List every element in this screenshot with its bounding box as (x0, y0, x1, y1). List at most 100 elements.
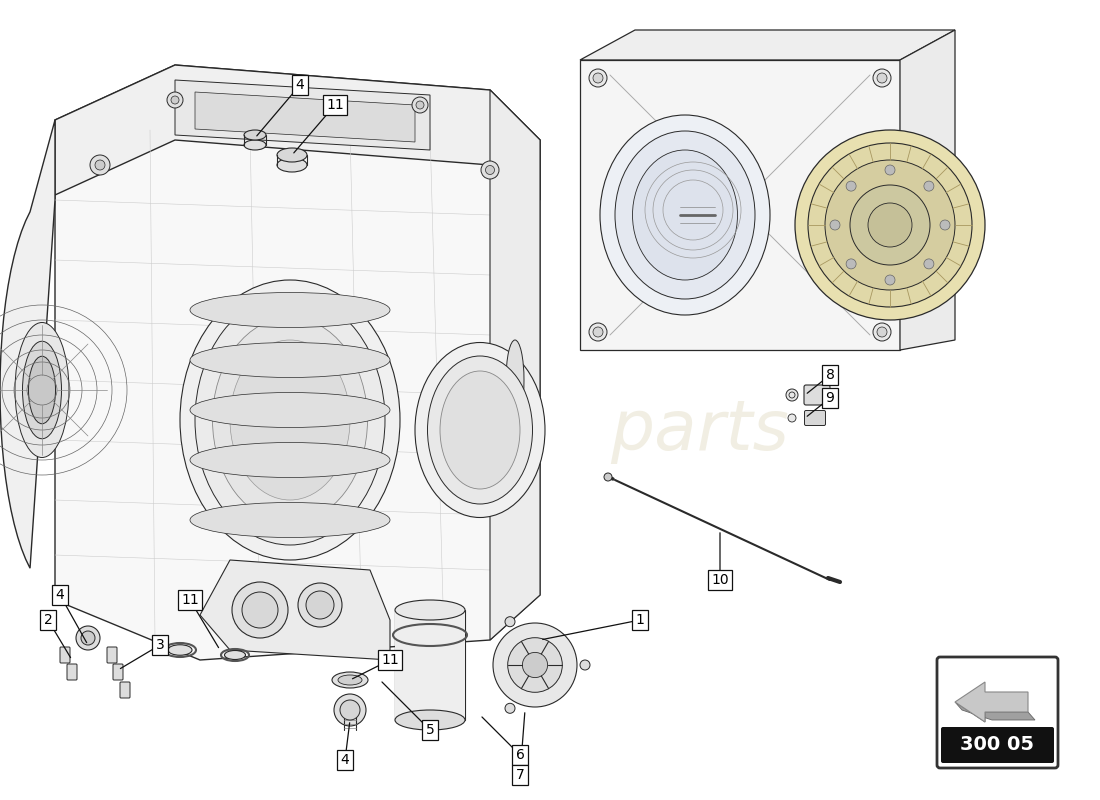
Circle shape (170, 96, 179, 104)
Ellipse shape (277, 148, 307, 162)
Circle shape (593, 327, 603, 337)
Circle shape (868, 203, 912, 247)
Circle shape (940, 220, 950, 230)
Ellipse shape (190, 393, 390, 427)
Text: parts: parts (610, 397, 790, 463)
Circle shape (604, 473, 612, 481)
Circle shape (886, 275, 895, 285)
Ellipse shape (615, 131, 755, 299)
Text: a passion for parts: a passion for parts (147, 546, 432, 574)
Text: 4: 4 (56, 588, 65, 602)
Ellipse shape (244, 140, 266, 150)
Polygon shape (580, 60, 900, 350)
Ellipse shape (190, 442, 390, 478)
Ellipse shape (395, 710, 465, 730)
Circle shape (505, 703, 515, 714)
FancyBboxPatch shape (107, 647, 117, 663)
Ellipse shape (190, 342, 390, 378)
Polygon shape (490, 90, 540, 640)
Circle shape (593, 73, 603, 83)
Text: 1: 1 (636, 613, 645, 627)
Circle shape (873, 69, 891, 87)
Circle shape (873, 323, 891, 341)
Circle shape (850, 185, 930, 265)
FancyBboxPatch shape (67, 664, 77, 680)
Ellipse shape (190, 293, 390, 327)
Polygon shape (200, 560, 390, 660)
Circle shape (588, 323, 607, 341)
Ellipse shape (600, 115, 770, 315)
Circle shape (788, 414, 796, 422)
Polygon shape (55, 65, 540, 200)
FancyBboxPatch shape (120, 682, 130, 698)
Text: 2: 2 (44, 613, 53, 627)
Circle shape (877, 327, 887, 337)
Circle shape (786, 389, 798, 401)
Polygon shape (955, 682, 1028, 722)
Circle shape (90, 155, 110, 175)
Circle shape (825, 160, 955, 290)
Text: 11: 11 (381, 653, 399, 667)
Circle shape (242, 592, 278, 628)
Ellipse shape (244, 130, 266, 140)
Text: 3: 3 (155, 638, 164, 652)
FancyBboxPatch shape (804, 385, 830, 405)
Ellipse shape (168, 645, 192, 655)
Circle shape (808, 143, 972, 307)
Ellipse shape (22, 342, 62, 438)
Text: 6: 6 (516, 748, 525, 762)
Text: 9: 9 (826, 391, 835, 405)
Text: 8: 8 (826, 368, 835, 382)
Circle shape (334, 694, 366, 726)
Polygon shape (900, 30, 955, 350)
Ellipse shape (415, 342, 544, 518)
Text: 4: 4 (341, 753, 350, 767)
Text: 5: 5 (426, 723, 434, 737)
FancyBboxPatch shape (940, 727, 1054, 763)
Text: 11: 11 (182, 593, 199, 607)
Ellipse shape (212, 318, 367, 522)
Circle shape (232, 582, 288, 638)
Circle shape (924, 181, 934, 191)
Circle shape (298, 583, 342, 627)
Circle shape (877, 73, 887, 83)
FancyBboxPatch shape (937, 657, 1058, 768)
Polygon shape (195, 92, 415, 142)
Text: 4: 4 (296, 78, 305, 92)
Circle shape (167, 92, 183, 108)
Text: 7: 7 (516, 768, 525, 782)
Circle shape (886, 165, 895, 175)
Circle shape (412, 97, 428, 113)
Ellipse shape (180, 280, 400, 560)
FancyBboxPatch shape (395, 610, 465, 720)
Circle shape (924, 259, 934, 269)
FancyBboxPatch shape (804, 410, 825, 426)
Circle shape (846, 259, 856, 269)
Circle shape (580, 660, 590, 670)
Ellipse shape (395, 600, 465, 620)
Circle shape (306, 591, 334, 619)
Ellipse shape (195, 295, 385, 545)
Circle shape (485, 166, 495, 174)
Circle shape (846, 181, 856, 191)
Circle shape (493, 623, 578, 707)
Ellipse shape (15, 322, 69, 458)
Ellipse shape (428, 356, 532, 504)
Ellipse shape (632, 150, 737, 280)
Ellipse shape (338, 675, 362, 685)
Polygon shape (955, 702, 1035, 722)
Polygon shape (580, 30, 955, 60)
Text: 300 05: 300 05 (960, 735, 1034, 754)
Circle shape (76, 626, 100, 650)
Circle shape (588, 69, 607, 87)
Ellipse shape (230, 340, 350, 500)
Ellipse shape (190, 502, 390, 538)
Circle shape (508, 638, 562, 692)
Circle shape (481, 161, 499, 179)
Ellipse shape (440, 371, 520, 489)
Polygon shape (175, 80, 430, 150)
Circle shape (95, 160, 104, 170)
Text: 10: 10 (712, 573, 729, 587)
Ellipse shape (277, 158, 307, 172)
Circle shape (505, 617, 515, 626)
